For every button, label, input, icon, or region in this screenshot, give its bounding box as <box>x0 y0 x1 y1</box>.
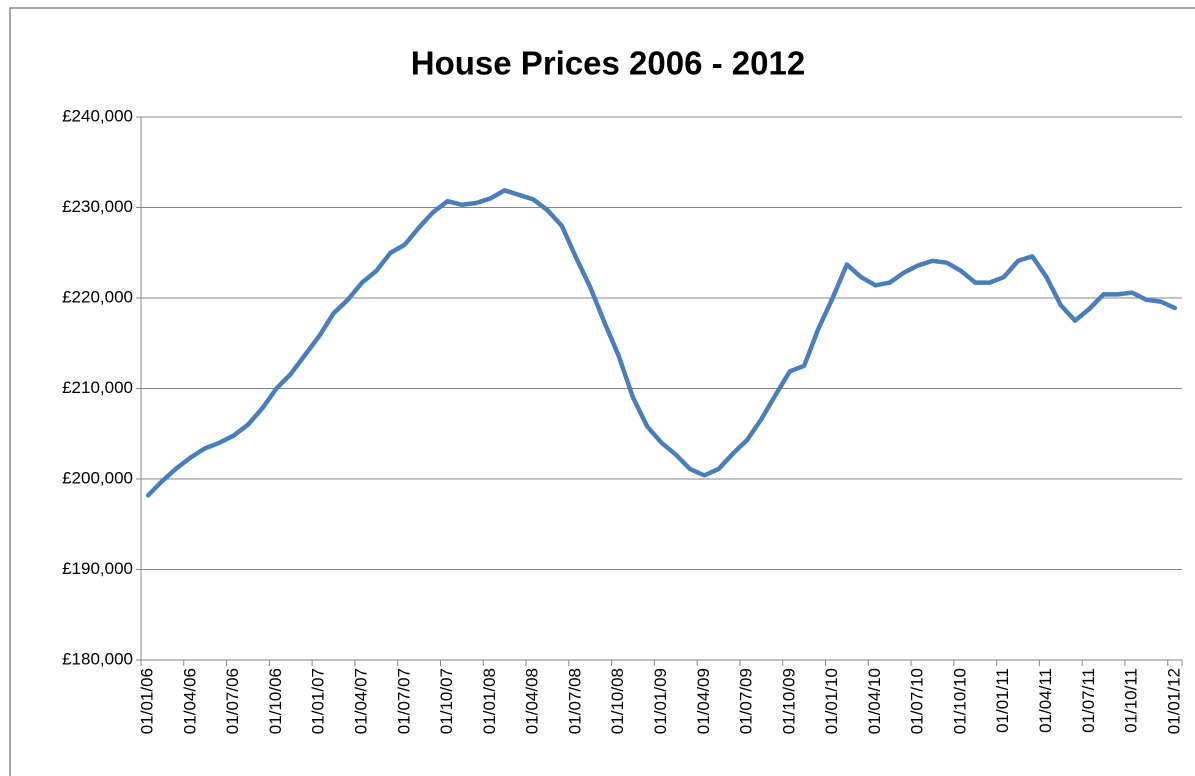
x-tick-label: 01/07/07 <box>394 668 413 734</box>
x-tick-label: 01/10/11 <box>1122 668 1141 733</box>
y-tick-label: £220,000 <box>62 287 133 306</box>
y-tick-label: £180,000 <box>62 649 133 668</box>
x-tick-label: 01/01/11 <box>993 668 1012 733</box>
x-tick-label: 01/10/10 <box>950 668 969 734</box>
x-tick-label: 01/04/08 <box>523 668 542 734</box>
x-tick-label: 01/04/11 <box>1036 668 1055 733</box>
x-tick-label: 01/04/07 <box>352 668 371 734</box>
x-tick-label: 01/01/12 <box>1164 668 1183 734</box>
x-tick-label: 01/01/10 <box>822 668 841 734</box>
y-tick-label: £210,000 <box>62 378 133 397</box>
x-tick-label: 01/07/09 <box>737 668 756 734</box>
x-tick-label: 01/04/10 <box>865 668 884 734</box>
y-tick-label: £190,000 <box>62 559 133 578</box>
x-tick-label: 01/01/09 <box>651 668 670 734</box>
chart-title: House Prices 2006 - 2012 <box>411 45 805 82</box>
x-tick-label: 01/04/09 <box>694 668 713 734</box>
x-tick-label: 01/01/06 <box>138 668 157 734</box>
y-tick-label: £240,000 <box>62 106 133 125</box>
x-tick-label: 01/01/08 <box>480 668 499 734</box>
x-tick-label: 01/10/09 <box>779 668 798 734</box>
x-tick-label: 01/10/06 <box>266 668 285 734</box>
x-tick-label: 01/07/10 <box>908 668 927 734</box>
y-tick-label: £200,000 <box>62 468 133 487</box>
x-tick-label: 01/07/08 <box>565 668 584 734</box>
line-series <box>145 188 1178 498</box>
x-tick-label: 01/04/06 <box>180 668 199 734</box>
x-tick-label: 01/10/07 <box>437 668 456 734</box>
x-tick-label: 01/10/08 <box>608 668 627 734</box>
x-tick-label: 01/01/07 <box>309 668 328 734</box>
chart-frame <box>9 7 1195 776</box>
y-tick-label: £230,000 <box>62 197 133 216</box>
x-tick-label: 01/07/06 <box>223 668 242 734</box>
x-tick-label: 01/07/11 <box>1079 668 1098 733</box>
